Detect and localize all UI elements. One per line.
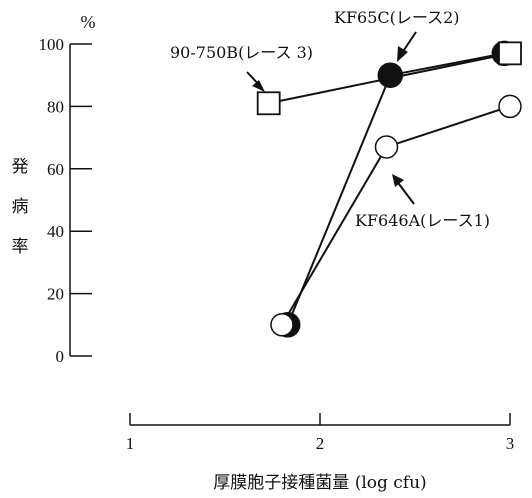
series-line — [288, 53, 505, 324]
data-point-filled-circle — [378, 63, 402, 87]
series-markers — [258, 41, 521, 336]
y-ticks: 0 20 40 60 80 100 — [39, 35, 93, 366]
y-tick-label: 80 — [47, 97, 64, 116]
y-unit-label: % — [81, 12, 96, 32]
x-tick-label: 3 — [506, 434, 515, 453]
annotation-arrowhead — [397, 46, 408, 62]
data-point-open-circle — [271, 314, 293, 336]
annotation-label: KF646A(レース1) — [355, 211, 490, 230]
y-axis-title: 発病率 — [12, 157, 29, 257]
annotation-90-750B: 90-750B(レース 3) — [170, 43, 313, 92]
series-lines — [269, 53, 510, 324]
y-axis-title-char: 発 — [12, 157, 29, 177]
annotation-label: KF65C(レース2) — [334, 8, 460, 27]
y-axis-title-char: 病 — [12, 197, 29, 217]
x-tick-label: 2 — [316, 434, 325, 453]
annotation-arrowhead — [392, 174, 404, 187]
data-point-square — [499, 42, 521, 64]
data-point-open-circle — [499, 95, 521, 117]
data-point-open-circle — [376, 136, 398, 158]
y-tick-label: 100 — [39, 35, 65, 54]
y-tick-label: 40 — [47, 222, 64, 241]
annotation-KF646A: KF646A(レース1) — [355, 174, 490, 230]
annotation-label: 90-750B(レース 3) — [170, 43, 313, 62]
x-axis-title: 厚膜胞子接種菌量 (log cfu) — [213, 473, 426, 493]
y-tick-label: 60 — [47, 160, 64, 179]
annotation-arrowhead — [252, 80, 265, 92]
y-axis-title-char: 率 — [12, 237, 29, 257]
y-tick-label: 20 — [47, 285, 64, 304]
annotation-KF65C: KF65C(レース2) — [334, 8, 460, 62]
x-tick-label: 1 — [126, 434, 135, 453]
y-tick-label: 0 — [56, 347, 65, 366]
data-point-square — [258, 92, 280, 114]
x-ticks: 1 2 3 — [126, 413, 515, 453]
